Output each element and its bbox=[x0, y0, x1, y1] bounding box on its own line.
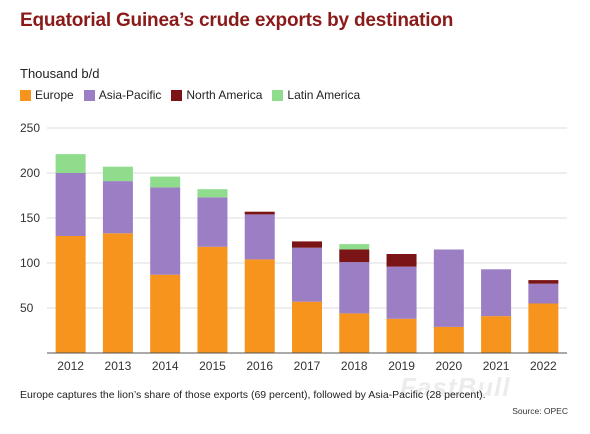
bar-asia-pacific-2021 bbox=[481, 269, 512, 317]
legend-swatch bbox=[171, 89, 183, 101]
bar-asia-pacific-2013 bbox=[102, 181, 133, 234]
legend-swatch bbox=[83, 89, 95, 101]
x-tick-label: 2019 bbox=[388, 359, 415, 373]
y-tick-label: 100 bbox=[20, 256, 40, 270]
x-tick-label: 2021 bbox=[483, 359, 510, 373]
legend-label: Latin America bbox=[287, 88, 361, 102]
bar-asia-pacific-2015 bbox=[197, 197, 228, 247]
bar-europe-2018 bbox=[339, 313, 370, 353]
legend-label: North America bbox=[186, 88, 263, 102]
x-tick-label: 2014 bbox=[152, 359, 179, 373]
bar-latin-america-2018 bbox=[339, 244, 370, 250]
bar-asia-pacific-2016 bbox=[244, 214, 275, 260]
y-tick-label: 250 bbox=[20, 121, 40, 135]
legend-swatch bbox=[272, 89, 284, 101]
bar-asia-pacific-2022 bbox=[528, 283, 559, 304]
bar-europe-2019 bbox=[386, 318, 417, 353]
y-tick-label: 50 bbox=[20, 301, 34, 315]
bar-europe-2012 bbox=[55, 236, 86, 353]
x-tick-label: 2022 bbox=[530, 359, 557, 373]
bar-asia-pacific-2020 bbox=[433, 249, 464, 327]
bar-europe-2020 bbox=[433, 326, 464, 353]
bar-latin-america-2014 bbox=[150, 176, 181, 188]
bar-north-america-2017 bbox=[292, 241, 322, 248]
bar-north-america-2016 bbox=[244, 211, 275, 215]
y-tick-label: 200 bbox=[20, 166, 40, 180]
chart-legend: Europe Asia-Pacific North America Latin Ame… bbox=[20, 88, 360, 102]
bar-latin-america-2012 bbox=[55, 154, 86, 173]
bar-asia-pacific-2019 bbox=[386, 266, 417, 319]
bar-latin-america-2013 bbox=[102, 166, 133, 182]
chart-title: Equatorial Guinea’s crude exports by des… bbox=[20, 10, 454, 31]
x-tick-label: 2017 bbox=[294, 359, 321, 373]
bar-asia-pacific-2014 bbox=[150, 187, 181, 275]
bar-europe-2016 bbox=[244, 259, 275, 353]
x-tick-label: 2013 bbox=[105, 359, 132, 373]
legend-item-europe: Europe bbox=[20, 88, 74, 102]
y-axis-unit-label: Thousand b/d bbox=[20, 66, 100, 81]
legend-item-north-america: North America bbox=[171, 88, 262, 102]
bar-europe-2014 bbox=[150, 274, 181, 353]
bar-asia-pacific-2018 bbox=[339, 262, 370, 314]
bar-europe-2017 bbox=[292, 301, 322, 353]
legend-swatch bbox=[20, 89, 31, 101]
bar-asia-pacific-2012 bbox=[55, 173, 86, 236]
x-tick-label: 2012 bbox=[57, 359, 84, 373]
bar-europe-2021 bbox=[481, 316, 512, 353]
legend-item-latin-america: Latin America bbox=[272, 88, 360, 102]
x-tick-label: 2020 bbox=[435, 359, 462, 373]
bar-asia-pacific-2017 bbox=[292, 247, 322, 302]
chart-caption: Europe captures the lion’s share of thos… bbox=[20, 389, 486, 401]
watermark-logo: FastBull bbox=[400, 372, 511, 402]
bar-europe-2022 bbox=[528, 303, 559, 353]
x-tick-label: 2015 bbox=[199, 359, 226, 373]
legend-label: Asia-Pacific bbox=[98, 88, 162, 102]
bar-europe-2013 bbox=[102, 233, 133, 353]
bar-europe-2015 bbox=[197, 246, 228, 353]
x-tick-label: 2018 bbox=[341, 359, 368, 373]
legend-label: Europe bbox=[35, 88, 74, 102]
bar-north-america-2019 bbox=[386, 254, 417, 267]
bar-latin-america-2015 bbox=[197, 189, 228, 198]
x-tick-label: 2016 bbox=[246, 359, 273, 373]
source-note: Source: OPEC bbox=[512, 406, 568, 416]
y-tick-label: 150 bbox=[20, 211, 40, 225]
bar-north-america-2018 bbox=[339, 249, 370, 263]
legend-item-asia-pacific: Asia-Pacific bbox=[83, 88, 162, 102]
bar-north-america-2022 bbox=[528, 280, 559, 284]
